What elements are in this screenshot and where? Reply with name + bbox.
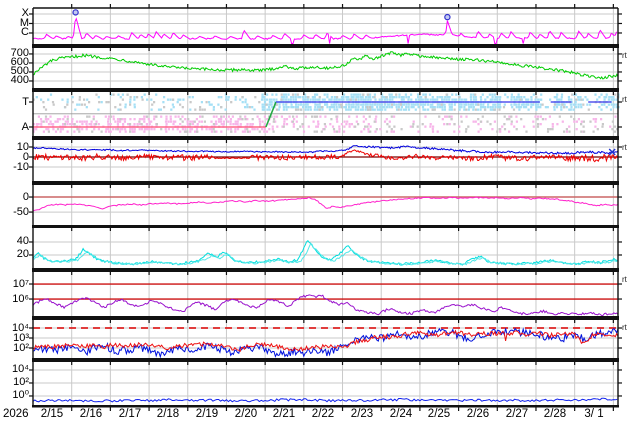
y-tick-label: 40 xyxy=(16,235,29,248)
rt-label: rt xyxy=(622,143,627,152)
x-tick-label: 2/20 xyxy=(234,408,258,420)
x-tick-label: 2/23 xyxy=(350,408,374,420)
x-tick-label: 3/ 1 xyxy=(584,408,604,420)
y-tick-label: 0 xyxy=(22,190,29,203)
y-tick-label: 10⁰ xyxy=(12,389,29,402)
x-tick-label: 2/21 xyxy=(272,408,296,420)
y-tick-label: 700 xyxy=(10,47,29,60)
y-tick-label: 10² xyxy=(13,376,29,389)
y-tick-label: 500 xyxy=(10,65,29,78)
x-tick-label: 2/22 xyxy=(311,408,335,420)
y-tick-label: 10 xyxy=(16,140,29,153)
rt-label: rt xyxy=(622,275,627,284)
year-label: 2026 xyxy=(3,408,29,420)
y-tick-label: 400 xyxy=(10,74,29,87)
x-tick-label: 2/19 xyxy=(195,408,219,420)
x-tick-label: 2/27 xyxy=(505,408,529,420)
rt-label: rt xyxy=(622,323,627,332)
y-tick-label: 10⁴ xyxy=(12,321,29,334)
y-tick-label: X xyxy=(21,7,29,20)
y-tick-label: A xyxy=(21,120,29,133)
y-tick-label: 10³ xyxy=(13,331,29,344)
y-tick-label: 600 xyxy=(10,56,29,69)
x-tick-label: 2/15 xyxy=(40,408,64,420)
x-tick-label: 2/17 xyxy=(118,408,142,420)
y-tick-label: 10⁶ xyxy=(12,292,29,305)
x-tick-label: 2/18 xyxy=(156,408,180,420)
x-tick-label: 2/25 xyxy=(427,408,451,420)
x-tick-label: 2/24 xyxy=(389,408,413,420)
y-tick-label: 10⁷ xyxy=(12,277,29,290)
x-tick-label: 2/28 xyxy=(543,408,567,420)
y-tick-label: 0 xyxy=(22,150,29,163)
y-tick-label: 10² xyxy=(13,341,29,354)
y-tick-label: 10⁴ xyxy=(12,363,29,376)
x-tick-label: 2/26 xyxy=(466,408,490,420)
x-tick-label: 2/16 xyxy=(79,408,103,420)
rt-label: rt xyxy=(622,51,627,60)
y-tick-label: 20 xyxy=(16,248,29,261)
y-tick-label: C xyxy=(21,26,29,39)
y-tick-label: -10 xyxy=(13,160,29,173)
y-tick-label: M xyxy=(19,16,29,29)
y-tick-label: -50 xyxy=(13,205,29,218)
rt-label: rt xyxy=(622,95,627,104)
y-tick-label: T xyxy=(22,95,29,108)
